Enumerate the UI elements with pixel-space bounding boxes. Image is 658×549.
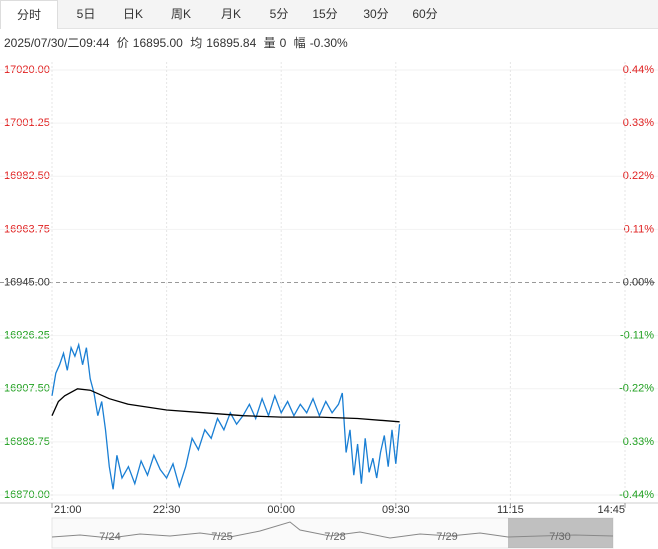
info-value: 16895.00 (132, 36, 183, 50)
navigator-line (51, 521, 614, 539)
x-tick-label: 11:15 (497, 504, 524, 516)
y2-tick-label: -0.44% (619, 489, 654, 501)
tab[interactable]: 日K (122, 7, 143, 21)
navigator-date: 7/30 (549, 531, 570, 543)
y-tick-label: 16945.00 (4, 276, 50, 288)
info-value: -0.30% (309, 36, 348, 50)
tab[interactable]: 60分 (412, 7, 438, 21)
tab[interactable]: 周K (170, 7, 191, 21)
y2-tick-label: 0.33% (623, 117, 654, 129)
x-tick-label: 00:00 (267, 504, 295, 516)
series-line (51, 388, 400, 423)
x-tick-label: 14:45 (597, 504, 625, 516)
tab[interactable]: 30分 (363, 7, 389, 21)
y2-tick-label: 0.44% (623, 64, 654, 76)
navigator-date: 7/29 (436, 531, 457, 543)
info-label: 均 (190, 36, 203, 50)
tab[interactable]: 分时 (0, 0, 58, 29)
tab-bar: 分时 5日 日K 周K 月K 5分 15分 30分 60分 (0, 0, 658, 29)
navigator-date: 7/28 (324, 531, 345, 543)
y2-tick-label: -0.22% (619, 383, 654, 395)
y2-tick-label: -0.11% (620, 330, 654, 342)
info-label: 幅 (293, 36, 306, 50)
tab[interactable]: 5日 (76, 7, 96, 21)
x-tick-label: 09:30 (382, 504, 410, 516)
info-label: 量 (263, 36, 276, 50)
tab[interactable]: 5分 (269, 7, 289, 21)
tab[interactable]: 15分 (312, 7, 338, 21)
y2-tick-label: 0.11% (624, 223, 655, 235)
info-datetime: 2025/07/30/二09:44 (4, 36, 110, 50)
info-value: 16895.84 (206, 36, 257, 50)
navigator-date: 7/24 (99, 531, 120, 543)
info-label: 价 (116, 36, 129, 50)
info-value: 0 (279, 36, 287, 50)
y2-tick-label: 0.22% (623, 170, 654, 182)
x-tick-label: 22:30 (153, 504, 181, 516)
navigator-date: 7/25 (211, 531, 232, 543)
tab[interactable]: 月K (220, 7, 241, 21)
y2-tick-label: 0.00% (623, 276, 654, 288)
y2-tick-label: 0.33% (623, 436, 654, 448)
x-tick-label: 21:00 (54, 504, 82, 516)
series-line (51, 342, 401, 490)
navigator-window[interactable] (508, 518, 613, 548)
